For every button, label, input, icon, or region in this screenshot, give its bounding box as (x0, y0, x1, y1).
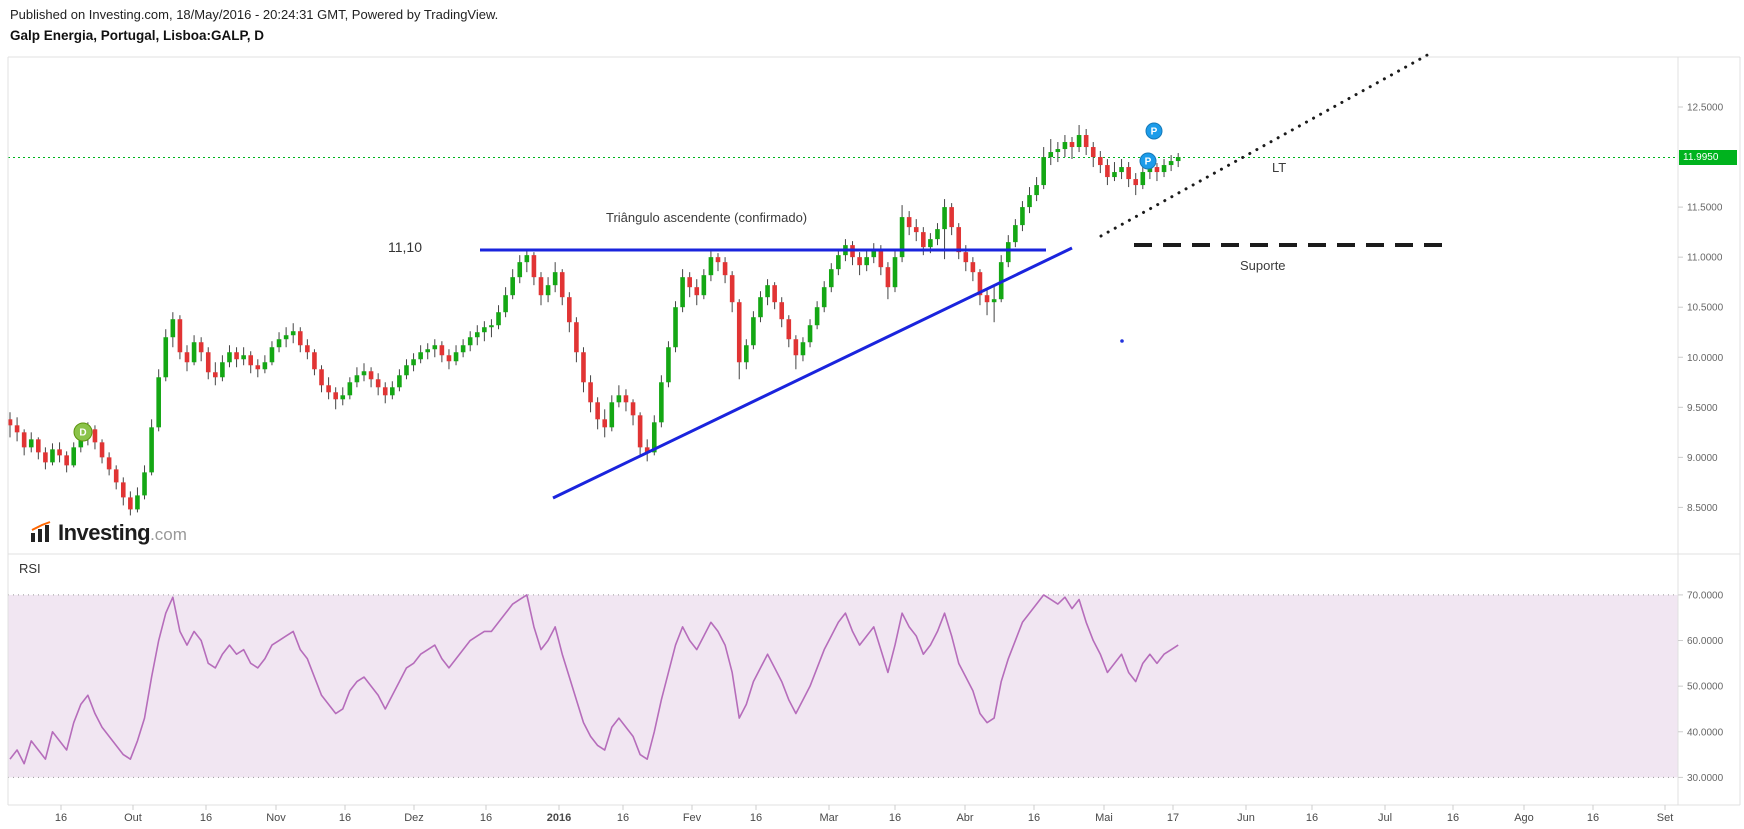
time-axis-label: 16 (1028, 812, 1040, 824)
annotation-lt-label: LT (1272, 160, 1287, 175)
series-marker[interactable]: P (1139, 152, 1157, 170)
svg-text:P: P (1145, 157, 1152, 168)
price-tick-label: 11.5000 (1687, 203, 1723, 214)
series-marker[interactable]: D (73, 422, 93, 442)
time-axis-label: 16 (480, 812, 492, 824)
lt-dotted-line[interactable] (1099, 51, 1433, 238)
logo-brand-text: Investing (58, 520, 151, 545)
price-tick-label: 11.0000 (1687, 253, 1723, 264)
svg-text:P: P (1151, 127, 1158, 138)
rsi-tick-label: 60.0000 (1687, 636, 1724, 647)
price-tick-label: 10.5000 (1687, 303, 1724, 314)
time-axis-label: Out (124, 812, 142, 824)
price-tick-label: 8.5000 (1687, 503, 1718, 514)
time-axis-label: Set (1657, 812, 1674, 824)
time-axis-label: Abr (956, 812, 973, 824)
logo-suffix-text: .com (150, 525, 187, 544)
time-axis-label: 16 (1447, 812, 1459, 824)
time-axis-label: 16 (55, 812, 67, 824)
publish-info: Published on Investing.com, 18/May/2016 … (10, 7, 499, 22)
time-axis-label: 16 (1306, 812, 1318, 824)
rsi-line (9, 594, 1179, 765)
rsi-tick-label: 30.0000 (1687, 773, 1724, 784)
annotation-triangle-label: Triângulo ascendente (confirmado) (606, 210, 808, 225)
series-marker[interactable]: P (1145, 122, 1163, 140)
time-axis-label: Mar (820, 812, 839, 824)
time-axis-label: 16 (200, 812, 212, 824)
time-axis-label: 17 (1167, 812, 1179, 824)
rsi-tick-label: 70.0000 (1687, 590, 1724, 601)
rsi-tick-label: 40.0000 (1687, 727, 1724, 738)
time-axis-label: 16 (339, 812, 351, 824)
time-axis-label: 16 (889, 812, 901, 824)
price-tick-label: 12.5000 (1687, 103, 1724, 114)
time-axis-label: Mai (1095, 812, 1113, 824)
annotation-resistance-value: 11,10 (388, 239, 422, 255)
symbol-title: Galp Energia, Portugal, Lisboa:GALP, D (10, 28, 265, 43)
time-axis-label: Jun (1237, 812, 1255, 824)
price-tick-label: 9.5000 (1687, 403, 1718, 414)
time-axis-label: 16 (1587, 812, 1599, 824)
stray-dot (1120, 339, 1124, 343)
investing-logo-icon (30, 521, 52, 548)
price-tick-label: 10.0000 (1687, 353, 1724, 364)
time-axis-label: Jul (1378, 812, 1392, 824)
rsi-tick-label: 50.0000 (1687, 682, 1724, 693)
last-price-tag: 11.9950 (1679, 150, 1737, 165)
time-axis-label: 16 (617, 812, 629, 824)
price-tick-label: 9.0000 (1687, 453, 1718, 464)
time-axis-label: Fev (683, 812, 702, 824)
svg-text:D: D (79, 428, 86, 439)
ascending-trendline[interactable] (552, 246, 1073, 500)
annotation-support-label: Suporte (1240, 258, 1286, 273)
time-axis-label: Dez (404, 812, 424, 824)
rsi-panel-title: RSI (19, 561, 41, 576)
time-axis-label: 16 (750, 812, 762, 824)
investing-logo[interactable]: Investing .com (30, 518, 187, 546)
time-axis-label: 2016 (547, 812, 571, 824)
time-axis-label: Nov (266, 812, 286, 824)
time-axis-label: Ago (1514, 812, 1534, 824)
